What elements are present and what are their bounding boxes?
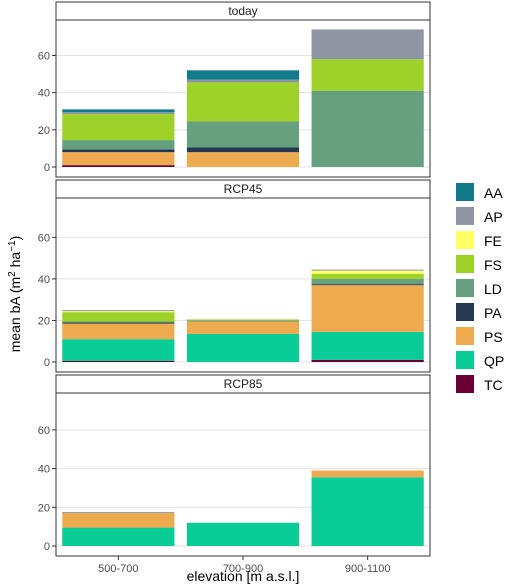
- bar-segment-fs: [62, 312, 175, 322]
- y-tick-label: 60: [38, 50, 50, 62]
- bar-segment-tc: [311, 359, 424, 362]
- bar-segment-fs: [186, 82, 300, 122]
- legend-key-swatch: [456, 303, 474, 321]
- y-tick-label: 0: [44, 162, 50, 174]
- facet-strip-label: RCP45: [224, 182, 263, 196]
- bar-segment-ps: [311, 285, 424, 332]
- bar-segment-pa: [311, 284, 424, 286]
- legend-item-tc: TC: [456, 375, 503, 393]
- bar-segment-ps: [311, 470, 424, 478]
- bar-segment-fs: [311, 273, 424, 279]
- bar-segment-aa: [62, 109, 175, 113]
- bar-segment-ld: [311, 278, 424, 285]
- legend-label: LD: [484, 281, 502, 297]
- x-tick-label: 500-700: [98, 563, 138, 575]
- x-tick-label: 700-900: [223, 563, 263, 575]
- legend-label: QP: [484, 353, 504, 369]
- legend-item-ap: AP: [456, 207, 503, 225]
- bar-segment-qp: [62, 527, 175, 546]
- y-tick-label: 0: [44, 357, 50, 369]
- legend-label: TC: [484, 377, 503, 393]
- bar-segment-tc: [62, 165, 175, 167]
- legend-label: FE: [484, 233, 502, 249]
- bar-segment-ld: [62, 140, 175, 150]
- legend-item-ps: PS: [456, 327, 503, 345]
- legend-item-fs: FS: [456, 255, 502, 273]
- bar-segment-ps: [186, 321, 300, 334]
- bar-segment-qp: [311, 331, 424, 360]
- panel-border: [55, 19, 431, 178]
- y-tick-label: 20: [38, 125, 50, 137]
- legend-item-pa: PA: [456, 303, 502, 321]
- bar-segment-fs: [186, 319, 300, 321]
- facet-strip-label: today: [228, 4, 257, 18]
- legend-key-swatch: [456, 183, 474, 201]
- legend-key-swatch: [456, 327, 474, 345]
- bar-segment-ld: [62, 321, 175, 323]
- legend: AA AP FE FS LD PA PS QP TC: [456, 183, 504, 393]
- facet-panel-rcp85: RCP85 0 20 40 60: [38, 374, 431, 557]
- bar-segment-qp: [186, 522, 300, 546]
- y-tick-label: 20: [38, 315, 50, 327]
- bar-segment-ps: [186, 152, 300, 167]
- bar-segment-ld: [311, 90, 424, 167]
- legend-item-fe: FE: [456, 231, 502, 249]
- bar-segment-qp: [62, 339, 175, 361]
- bar-segment-tc: [62, 360, 175, 362]
- legend-key-swatch: [456, 255, 474, 273]
- legend-item-qp: QP: [456, 351, 504, 369]
- y-tick-label: 60: [38, 425, 50, 437]
- legend-label: PS: [484, 329, 503, 345]
- legend-key-swatch: [456, 375, 474, 393]
- legend-key-swatch: [456, 231, 474, 249]
- bar-segment-pa: [62, 322, 175, 324]
- bar-segment-ld: [186, 121, 300, 148]
- legend-item-ld: LD: [456, 279, 502, 297]
- legend-label: FS: [484, 257, 502, 273]
- bar-segment-ld: [186, 320, 300, 322]
- bar-segment-fs: [62, 114, 175, 141]
- x-axis-title: elevation [m a.s.l.]: [187, 568, 300, 584]
- facet-strip-label: RCP85: [224, 377, 263, 391]
- y-tick-label: 20: [38, 502, 50, 514]
- bar-segment-fs: [311, 59, 424, 91]
- panel-border: [55, 197, 431, 373]
- legend-label: PA: [484, 305, 502, 321]
- facet-panels: today 0 20 40 60 RCP45 0 20 40 60 RCP85 0 20 40 60: [38, 1, 431, 557]
- legend-key-swatch: [456, 279, 474, 297]
- legend-key-swatch: [456, 207, 474, 225]
- bar-segment-pa: [62, 149, 175, 153]
- bar-segment-aa: [186, 70, 300, 80]
- bar-segment-fe: [62, 311, 175, 313]
- bar-segment-pa: [186, 147, 300, 153]
- bar-segment-ps: [62, 513, 175, 528]
- bar-segment-ap: [311, 29, 424, 60]
- legend-label: AP: [484, 209, 503, 225]
- legend-item-aa: AA: [456, 183, 503, 201]
- bar-segment-ps: [62, 152, 175, 166]
- bar-segment-qp: [186, 333, 300, 362]
- y-tick-label: 40: [38, 88, 50, 100]
- bar-segment-ps: [62, 323, 175, 340]
- y-axis-title: mean bA (m2 ha−1): [7, 236, 23, 353]
- x-tick-label: 900-1100: [345, 563, 391, 575]
- x-axis: 500-700 700-900 900-1100: [98, 556, 391, 575]
- facet-panel-today: today 0 20 40 60: [38, 1, 431, 178]
- bar-segment-qp: [311, 477, 424, 546]
- bar-segment-fe: [311, 270, 424, 274]
- legend-key-swatch: [456, 351, 474, 369]
- bar-segment-ap: [311, 269, 424, 271]
- bar-segment-ap: [62, 112, 175, 115]
- bar-segment-ap: [186, 79, 300, 83]
- y-tick-label: 0: [44, 541, 50, 553]
- y-tick-label: 60: [38, 232, 50, 244]
- y-tick-label: 40: [38, 274, 50, 286]
- bar-segment-ap: [62, 310, 175, 312]
- y-tick-label: 40: [38, 464, 50, 476]
- legend-label: AA: [484, 185, 503, 201]
- facet-panel-rcp45: RCP45 0 20 40 60: [38, 179, 431, 373]
- bar-segment-ap: [62, 512, 175, 514]
